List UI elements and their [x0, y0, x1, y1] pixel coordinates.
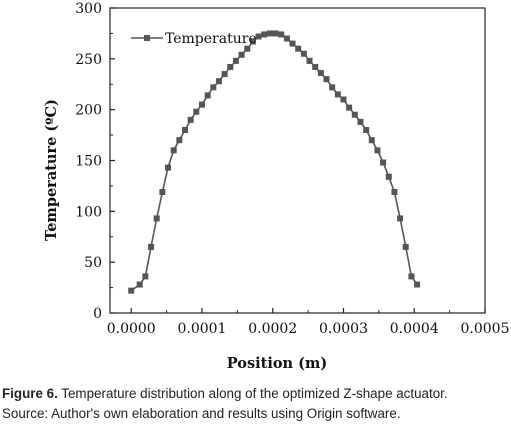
data-point: [176, 137, 182, 143]
data-point: [233, 58, 239, 64]
data-point: [414, 282, 420, 288]
data-point: [397, 215, 403, 221]
y-axis-title: Temperature (ºC): [43, 99, 60, 241]
data-point: [369, 137, 375, 143]
data-point: [312, 64, 318, 70]
data-point: [346, 105, 352, 111]
x-tick-label: 0.0001: [177, 321, 226, 337]
data-point: [278, 31, 284, 37]
x-tick-label: 0.0004: [390, 321, 439, 337]
x-tick-label: 0.0005: [461, 321, 510, 337]
data-point: [352, 112, 358, 118]
y-tick-label: 300: [75, 1, 102, 17]
data-point: [284, 36, 290, 42]
y-tick-label: 200: [75, 103, 102, 119]
data-point: [137, 282, 143, 288]
data-point: [335, 91, 341, 97]
legend-label: Temperature: [165, 31, 257, 47]
data-point: [391, 189, 397, 195]
plot-frame: [110, 8, 485, 313]
caption-source: Source: Author's own elaboration and res…: [2, 404, 510, 424]
data-point: [290, 41, 296, 47]
data-point: [357, 119, 363, 125]
caption-text: Temperature distribution along of the op…: [58, 386, 448, 401]
data-point: [340, 97, 346, 103]
data-point: [307, 58, 313, 64]
x-tick-label: 0.0000: [107, 321, 156, 337]
y-tick-label: 250: [75, 52, 102, 68]
y-tick-label: 0: [93, 306, 102, 322]
data-point: [205, 92, 211, 98]
temperature-series-line: [131, 33, 417, 290]
y-tick-label: 100: [75, 204, 102, 220]
y-tick-label: 150: [75, 154, 102, 170]
temperature-series-points: [128, 30, 420, 293]
data-point: [329, 84, 335, 90]
data-point: [142, 273, 148, 279]
legend-marker: [144, 35, 150, 41]
data-point: [318, 70, 324, 76]
data-point: [408, 273, 414, 279]
data-point: [267, 30, 273, 36]
x-axis: 0.0000 0.0001 0.0002 0.0003 0.0004 0.0005: [107, 308, 510, 337]
data-point: [363, 127, 369, 133]
data-point: [261, 31, 267, 37]
x-tick-label: 0.0002: [248, 321, 297, 337]
data-point: [380, 160, 386, 166]
data-point: [403, 244, 409, 250]
data-point: [295, 46, 301, 52]
data-point: [159, 189, 165, 195]
y-axis: 0 50 100 150 200 250 300: [75, 1, 115, 322]
legend: Temperature: [131, 31, 257, 47]
data-point: [374, 147, 380, 153]
data-point: [165, 165, 171, 171]
data-point: [154, 215, 160, 221]
x-axis-title: Position (m): [227, 355, 327, 372]
figure-caption: Figure 6. Temperature distribution along…: [2, 384, 510, 424]
data-point: [222, 71, 228, 77]
caption-label: Figure 6.: [2, 386, 58, 401]
data-point: [386, 174, 392, 180]
data-point: [188, 117, 194, 123]
data-point: [128, 288, 134, 294]
data-point: [199, 102, 205, 108]
data-point: [182, 127, 188, 133]
x-tick-label: 0.0003: [319, 321, 368, 337]
data-point: [239, 52, 245, 58]
data-point: [216, 78, 222, 84]
data-point: [171, 147, 177, 153]
data-point: [273, 30, 279, 36]
data-point: [227, 64, 233, 70]
data-point: [324, 76, 330, 82]
y-tick-label: 50: [84, 255, 102, 271]
data-point: [301, 51, 307, 57]
data-point: [193, 109, 199, 115]
caption-line-1: Figure 6. Temperature distribution along…: [2, 384, 510, 404]
data-point: [148, 244, 154, 250]
data-point: [210, 84, 216, 90]
